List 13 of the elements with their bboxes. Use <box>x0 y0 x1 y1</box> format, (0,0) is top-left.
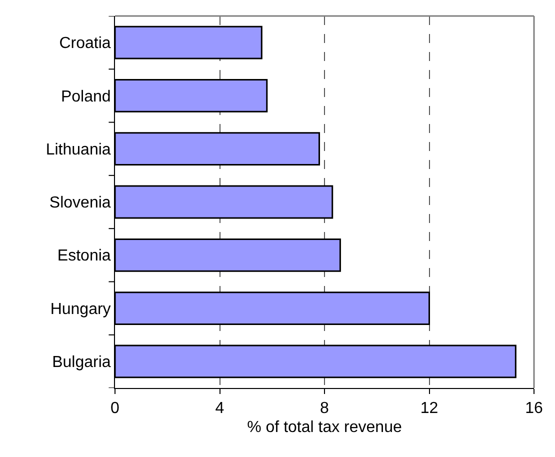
x-axis-title: % of total tax revenue <box>247 418 402 436</box>
y-tick-label: Poland <box>60 88 111 106</box>
y-tick-label: Bulgaria <box>52 354 111 372</box>
x-tick-label: 0 <box>110 400 120 418</box>
y-tick-label: Estonia <box>57 248 111 265</box>
y-tick-label: Slovenia <box>49 194 111 212</box>
x-tick-label: 8 <box>320 400 330 418</box>
x-tick-label: 4 <box>215 400 224 418</box>
x-tick-label: 12 <box>420 400 438 418</box>
y-tick-label: Hungary <box>50 300 111 318</box>
y-tick-label: Lithuania <box>46 141 111 158</box>
x-tick-label: 16 <box>525 400 543 418</box>
y-tick-label: Croatia <box>59 35 111 52</box>
